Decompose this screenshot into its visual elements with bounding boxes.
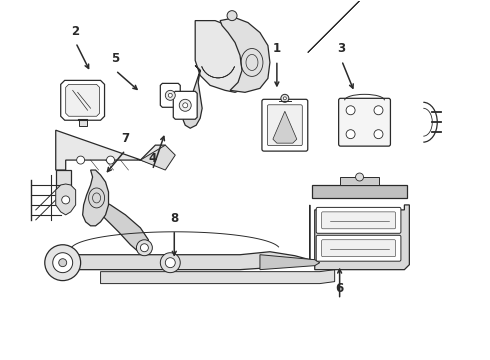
Text: 3: 3 bbox=[338, 42, 345, 55]
Circle shape bbox=[227, 11, 237, 21]
Polygon shape bbox=[160, 84, 180, 107]
Polygon shape bbox=[310, 205, 409, 270]
Text: 4: 4 bbox=[148, 152, 156, 165]
Circle shape bbox=[141, 244, 148, 252]
Circle shape bbox=[62, 196, 70, 204]
Text: 2: 2 bbox=[72, 24, 80, 37]
Text: 8: 8 bbox=[170, 212, 178, 225]
Polygon shape bbox=[195, 21, 248, 92]
Polygon shape bbox=[83, 170, 108, 226]
Circle shape bbox=[165, 90, 175, 100]
Circle shape bbox=[165, 258, 175, 268]
Polygon shape bbox=[93, 198, 148, 252]
FancyBboxPatch shape bbox=[316, 207, 401, 233]
Circle shape bbox=[160, 253, 180, 273]
Circle shape bbox=[283, 97, 286, 100]
Polygon shape bbox=[66, 84, 99, 116]
Polygon shape bbox=[56, 184, 75, 215]
Circle shape bbox=[53, 253, 73, 273]
Circle shape bbox=[374, 130, 383, 139]
Bar bbox=[78, 120, 87, 126]
Text: 7: 7 bbox=[122, 132, 129, 145]
Polygon shape bbox=[49, 252, 310, 270]
FancyBboxPatch shape bbox=[322, 212, 395, 229]
FancyBboxPatch shape bbox=[316, 235, 401, 261]
Circle shape bbox=[168, 93, 172, 97]
Polygon shape bbox=[56, 170, 71, 200]
Bar bbox=[340, 177, 379, 185]
Polygon shape bbox=[260, 255, 319, 270]
Polygon shape bbox=[100, 270, 335, 284]
Polygon shape bbox=[183, 66, 202, 128]
Polygon shape bbox=[61, 80, 104, 120]
Polygon shape bbox=[173, 91, 197, 119]
Circle shape bbox=[136, 240, 152, 256]
Polygon shape bbox=[312, 185, 407, 198]
FancyBboxPatch shape bbox=[339, 98, 391, 146]
Circle shape bbox=[346, 106, 355, 115]
Text: 6: 6 bbox=[336, 282, 344, 294]
FancyBboxPatch shape bbox=[262, 99, 308, 151]
Circle shape bbox=[281, 94, 289, 102]
FancyBboxPatch shape bbox=[268, 105, 302, 146]
Circle shape bbox=[183, 103, 188, 108]
Circle shape bbox=[374, 106, 383, 115]
Circle shape bbox=[356, 173, 364, 181]
Circle shape bbox=[106, 156, 115, 164]
Text: 5: 5 bbox=[111, 53, 120, 66]
Circle shape bbox=[45, 245, 81, 280]
Polygon shape bbox=[220, 18, 270, 92]
Text: 1: 1 bbox=[273, 42, 281, 55]
FancyBboxPatch shape bbox=[322, 240, 395, 257]
Polygon shape bbox=[141, 145, 175, 170]
Polygon shape bbox=[56, 130, 165, 170]
Circle shape bbox=[76, 156, 85, 164]
Circle shape bbox=[59, 259, 67, 267]
Circle shape bbox=[346, 130, 355, 139]
Polygon shape bbox=[308, 0, 412, 53]
Polygon shape bbox=[273, 111, 297, 143]
Circle shape bbox=[179, 99, 191, 111]
